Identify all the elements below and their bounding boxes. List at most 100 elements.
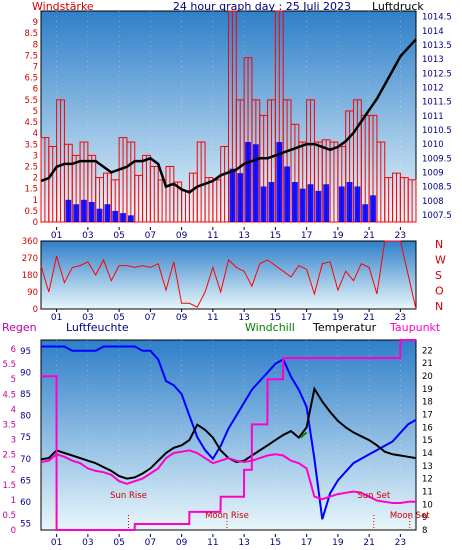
wind-mean-bar <box>245 142 251 222</box>
wind-speed-tick-label: 3 <box>33 151 38 161</box>
humidity-tick-label: 90 <box>20 368 31 378</box>
humidity-temperature-x-tick-label: 05 <box>113 538 124 548</box>
temperature-tick-label: 11 <box>422 487 433 497</box>
humidity-temperature-x-tick-label: 03 <box>82 538 93 548</box>
wind-pressure-x-tick-label: 07 <box>145 231 156 241</box>
wind-mean-bar <box>338 186 345 222</box>
rain-tick-label: 2.5 <box>2 451 16 461</box>
pressure-tick-label: 1014.5 <box>422 13 452 23</box>
wind-speed-tick-label: 9 <box>33 18 38 28</box>
humidity-temperature-x-tick-label: 19 <box>332 538 344 548</box>
direction-tick-label: 360 <box>22 237 38 247</box>
humidity-tick-label: 80 <box>20 412 31 422</box>
wind-direction-x-tick-label: 07 <box>145 313 156 323</box>
pressure-axis-title: Luftdruck <box>372 0 424 13</box>
wind-pressure-x-tick-label: 01 <box>51 231 62 241</box>
pressure-tick-label: 1010.5 <box>422 126 452 136</box>
pressure-line <box>40 38 417 194</box>
humidity-tick-label: 55 <box>20 520 31 530</box>
wind-mean-bar <box>127 215 134 222</box>
wind-pressure-x-tick-label: 09 <box>176 231 188 241</box>
temperature-tick-label: 18 <box>422 398 433 408</box>
windchill-line <box>299 431 308 439</box>
wind-mean-bar <box>88 202 95 222</box>
temperature-tick-label: 17 <box>422 410 433 420</box>
compass-tick-label: N <box>435 300 443 313</box>
rain-tick-label: 4.5 <box>2 390 16 400</box>
temperature-tick-label: 13 <box>422 462 433 472</box>
wind-direction-x-tick-label: 03 <box>82 313 93 323</box>
pressure-tick-label: 1009.5 <box>422 154 452 164</box>
wind-speed-tick-label: 0.5 <box>24 207 38 217</box>
rain-tick-label: 1.5 <box>2 481 16 491</box>
wind-mean-bar <box>323 184 330 222</box>
event-label: Sun Rise <box>110 491 147 501</box>
rain-line <box>41 339 416 531</box>
wind-speed-tick-label: 1 <box>33 196 38 206</box>
wind-pressure-x-tick-label: 05 <box>113 231 124 241</box>
rain-tick-label: 3 <box>11 436 16 446</box>
rain-tick-label: 5 <box>11 375 16 385</box>
wind-mean-bar <box>252 144 259 222</box>
wind-direction-x-tick-label: 15 <box>270 313 281 323</box>
wind-direction-line <box>40 240 417 310</box>
temperature-tick-label: 21 <box>422 359 433 369</box>
temperature-tick-label: 20 <box>422 372 433 382</box>
wind-pressure-x-tick-label: 15 <box>270 231 281 241</box>
temperature-tick-label: 15 <box>422 436 433 446</box>
wind-mean-bar <box>229 168 236 222</box>
humidity-tick-label: 60 <box>20 498 31 508</box>
wind-pressure-x-tick-label: 11 <box>207 231 218 241</box>
pressure-tick-label: 1008.5 <box>422 183 452 193</box>
rain-tick-label: 1 <box>11 496 16 506</box>
wind-mean-bar <box>112 210 119 222</box>
wind-direction-x-tick-label: 01 <box>51 313 62 323</box>
event-label: Moon Set <box>390 511 430 521</box>
wind-pressure-x-tick-label: 23 <box>395 231 406 241</box>
wind-mean-bar <box>284 166 290 222</box>
wind-mean-bar <box>104 204 111 222</box>
temperature-tick-label: 19 <box>422 385 433 395</box>
wind-pressure-x-tick-label: 21 <box>363 231 374 241</box>
wind-speed-tick-label: 1.5 <box>24 185 38 195</box>
wind-mean-bar <box>292 182 298 222</box>
wind-mean-bar <box>96 208 103 222</box>
wind-mean-bar <box>315 190 322 222</box>
humidity-tick-label: 75 <box>20 433 31 443</box>
wind-mean-bar <box>370 195 376 222</box>
wind-speed-tick-label: 8 <box>33 40 38 50</box>
legend-windchill: Windchill <box>245 321 295 334</box>
wind-mean-bar <box>268 182 275 222</box>
wind-speed-tick-label: 8.5 <box>24 29 38 39</box>
wind-direction-x-tick-label: 05 <box>113 313 124 323</box>
wind-mean-bar <box>81 199 87 222</box>
wind-pressure-x-tick-label: 19 <box>332 231 344 241</box>
wind-mean-bar <box>299 188 306 222</box>
wind-speed-tick-label: 4 <box>33 129 38 139</box>
pressure-tick-label: 1011.5 <box>422 98 452 108</box>
wind-speed-tick-label: 5.5 <box>24 96 38 106</box>
temperature-tick-label: 12 <box>422 475 433 485</box>
wind-speed-tick-label: 4.5 <box>24 118 38 128</box>
humidity-temperature-x-tick-label: 23 <box>395 538 406 548</box>
temperature-tick-label: 9 <box>422 513 427 523</box>
direction-tick-label: 0 <box>33 305 38 315</box>
humidity-temperature-x-tick-label: 09 <box>176 538 188 548</box>
wind-mean-bar <box>237 173 244 222</box>
pressure-tick-label: 1014 <box>422 27 444 37</box>
pressure-tick-label: 1011 <box>422 112 444 122</box>
wind-mean-bar <box>260 186 267 222</box>
humidity-temperature-plot-area <box>40 339 417 531</box>
wind-mean-bar <box>354 186 361 222</box>
chart-title: 24 hour graph day : 25 Juli 2023 <box>173 0 351 13</box>
wind-mean-bar <box>276 142 283 222</box>
rain-tick-label: 0.5 <box>2 511 16 521</box>
humidity-temperature-x-tick-label: 15 <box>270 538 281 548</box>
rain-tick-label: 5.5 <box>2 360 16 370</box>
temperature-tick-label: 16 <box>422 423 433 433</box>
wind-direction-x-tick-label: 09 <box>176 313 188 323</box>
humidity-temperature-x-tick-label: 11 <box>207 538 218 548</box>
